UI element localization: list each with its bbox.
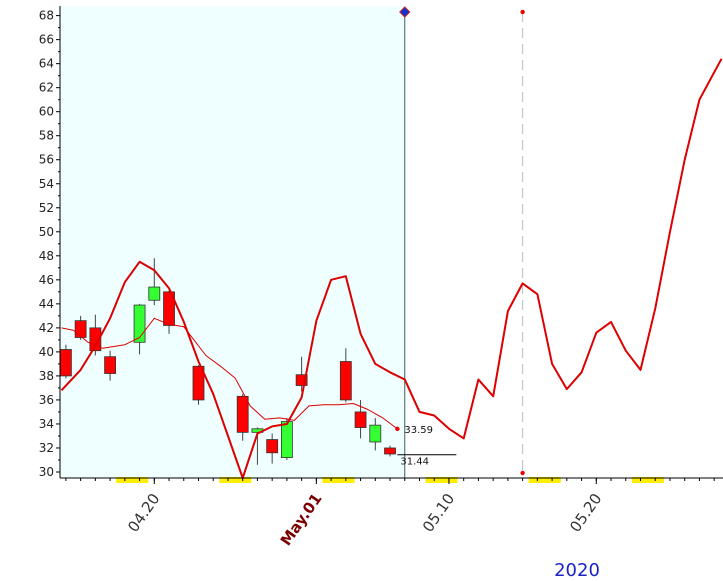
candle-body-16 [384,447,396,455]
candle-body-6 [163,291,175,326]
weekend-marker-1 [219,477,252,483]
weekend-marker-2 [322,477,355,483]
y-tick-label-16: 62 [39,81,54,95]
candle-body-14 [354,411,367,428]
candle-body-0 [59,349,72,377]
weekend-marker-5 [631,477,664,483]
candle-body-10 [266,439,279,454]
y-tick-label-6: 42 [39,321,54,335]
candle-body-5 [148,286,161,301]
weekend-marker-0 [116,477,149,483]
y-tick-label-0: 30 [39,465,54,479]
y-tick-label-14: 58 [39,129,54,143]
candle-body-3 [104,356,116,374]
level-value-label: 31.44 [400,457,429,468]
y-tick-label-7: 44 [39,297,54,311]
y-tick-label-3: 36 [39,393,54,407]
candle-body-15 [369,424,382,443]
y-tick-label-13: 56 [39,153,54,167]
y-tick-label-10: 50 [39,225,54,239]
y-tick-label-5: 40 [39,345,54,359]
candle-body-1 [74,320,87,338]
y-tick-label-11: 52 [39,201,54,215]
y-tick-label-12: 54 [39,177,54,191]
y-tick-label-1: 32 [39,441,54,455]
forecast-marker-top [520,9,525,15]
y-tick-label-8: 46 [39,273,54,287]
moving-average-value-label: 33.59 [404,425,433,436]
candle-body-11 [280,421,293,458]
moving-average-endpoint [395,426,400,432]
moving-average-line [61,317,398,430]
candle-body-12 [295,374,308,386]
candle-body-4 [133,304,146,343]
candle-body-2 [89,327,102,352]
candle-body-13 [339,361,352,401]
weekend-marker-3 [425,477,458,483]
forecast-marker-bottom [520,470,525,476]
last-candle-diamond [399,6,411,18]
y-tick-label-4: 38 [39,369,54,383]
projection-line [60,58,723,479]
y-tick-label-9: 48 [39,249,54,263]
y-tick-label-17: 64 [39,57,54,71]
year-label: 2020 [554,560,600,581]
plot-area: 33.59 31.44 [59,6,723,483]
y-tick-label-15: 60 [39,105,54,119]
y-tick-label-2: 34 [39,417,54,431]
history-shade [60,6,405,478]
candle-body-8 [236,395,249,433]
candle-body-7 [192,365,205,401]
weekend-marker-4 [528,477,561,483]
y-tick-label-18: 66 [39,33,54,47]
y-tick-label-19: 68 [39,9,54,23]
